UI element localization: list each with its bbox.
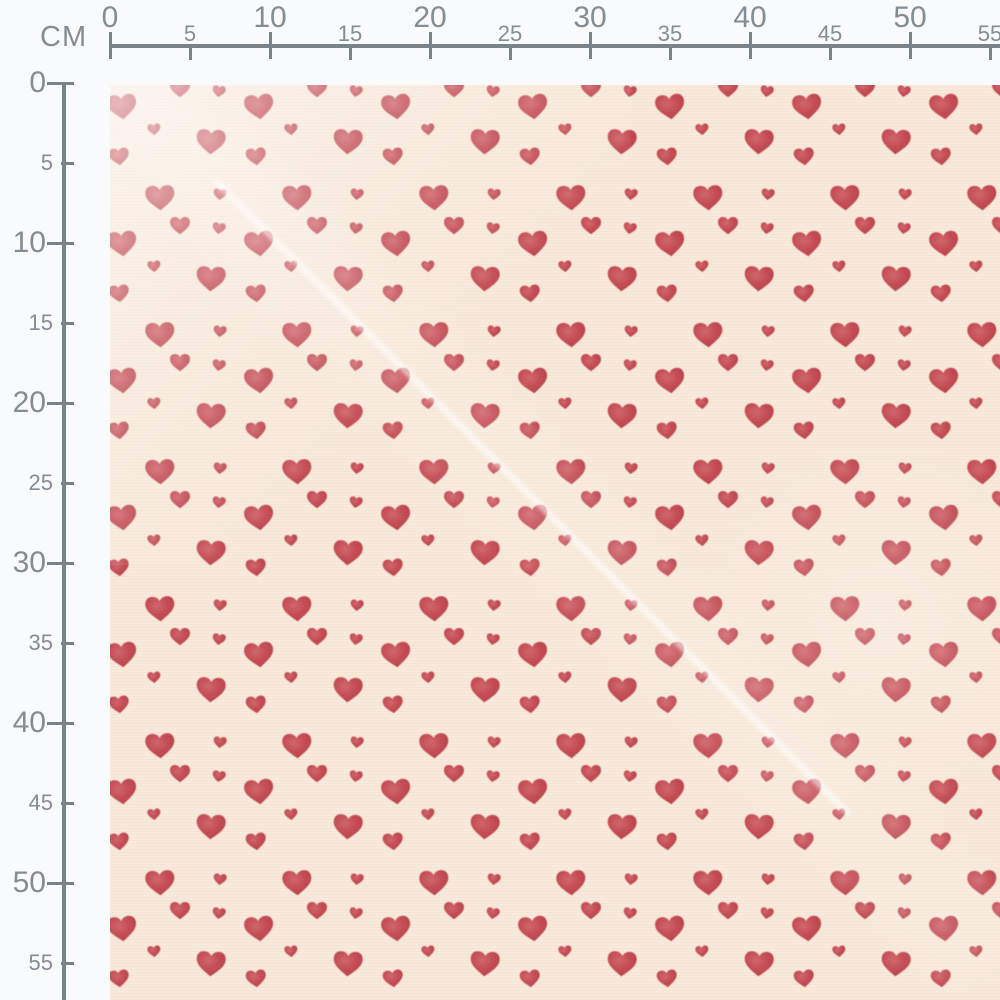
- ruler-left-tick-label: 15: [28, 310, 53, 335]
- ruler-top-tick: [348, 44, 352, 60]
- ruler-left-tick: [47, 241, 74, 245]
- ruler-top-tick-label: 50: [893, 1, 927, 34]
- ruler-top-tick: [748, 32, 752, 59]
- ruler-left-tick-label: 40: [12, 706, 46, 739]
- ruler-left-tick: [47, 721, 74, 725]
- heart-pattern-graphic: [110, 85, 1000, 1000]
- ruler-left-tick-label: 55: [28, 950, 53, 975]
- ruler-top-tick: [108, 32, 112, 59]
- ruler-left-tick: [61, 321, 74, 325]
- ruler-left-tick: [61, 641, 74, 645]
- ruler-top-tick: [428, 32, 432, 59]
- ruler-top-tick-label: 55: [977, 21, 1000, 46]
- ruler-top-tick-label: 5: [183, 21, 197, 46]
- ruler-top-line: [110, 44, 1000, 48]
- ruler-top-tick: [988, 44, 992, 60]
- ruler-left-tick-label: 50: [12, 866, 46, 899]
- ruler-left-tick: [47, 561, 74, 565]
- ruler-left-tick: [61, 961, 74, 965]
- ruler-left-tick: [61, 161, 74, 165]
- ruler-left-tick-label: 35: [28, 630, 53, 655]
- ruler-left-tick: [47, 401, 74, 405]
- ruler-left-tick-label: 30: [12, 546, 46, 579]
- ruler-left-tick: [47, 881, 74, 885]
- ruler-top-tick: [188, 44, 192, 60]
- ruler-top-tick-label: 0: [101, 1, 119, 34]
- ruler-left-tick-label: 0: [29, 66, 46, 99]
- ruler-left-tick-label: 25: [28, 470, 53, 495]
- ruler-left-line: [62, 83, 66, 1000]
- ruler-top-tick: [908, 32, 912, 59]
- ruler-top-tick: [588, 32, 592, 59]
- ruler-left-tick: [61, 481, 74, 485]
- ruler-top-tick: [508, 44, 512, 60]
- ruler-top-tick-label: 25: [497, 21, 523, 46]
- fabric-swatch[interactable]: [110, 85, 1000, 1000]
- ruler-top-tick-label: 20: [413, 1, 447, 34]
- ruler-top-tick-label: 30: [573, 1, 607, 34]
- ruler-left-tick-label: 5: [40, 150, 53, 175]
- ruler-top-tick-label: 45: [817, 21, 843, 46]
- ruler-left-tick-label: 10: [12, 226, 46, 259]
- ruler-top-tick: [828, 44, 832, 60]
- ruler-top-tick-label: 35: [657, 21, 683, 46]
- ruler-left-tick: [61, 801, 74, 805]
- ruler-top-tick: [668, 44, 672, 60]
- ruler-top-tick-label: 15: [337, 21, 363, 46]
- ruler-top-tick: [268, 32, 272, 59]
- ruler-left-tick: [47, 81, 74, 85]
- ruler-top-tick-label: 10: [253, 1, 287, 34]
- ruler-left-tick-label: 20: [12, 386, 46, 419]
- ruler-left-tick-label: 45: [28, 790, 53, 815]
- ruler-top-tick-label: 40: [733, 1, 767, 34]
- ruler-unit-label: CM: [40, 21, 88, 53]
